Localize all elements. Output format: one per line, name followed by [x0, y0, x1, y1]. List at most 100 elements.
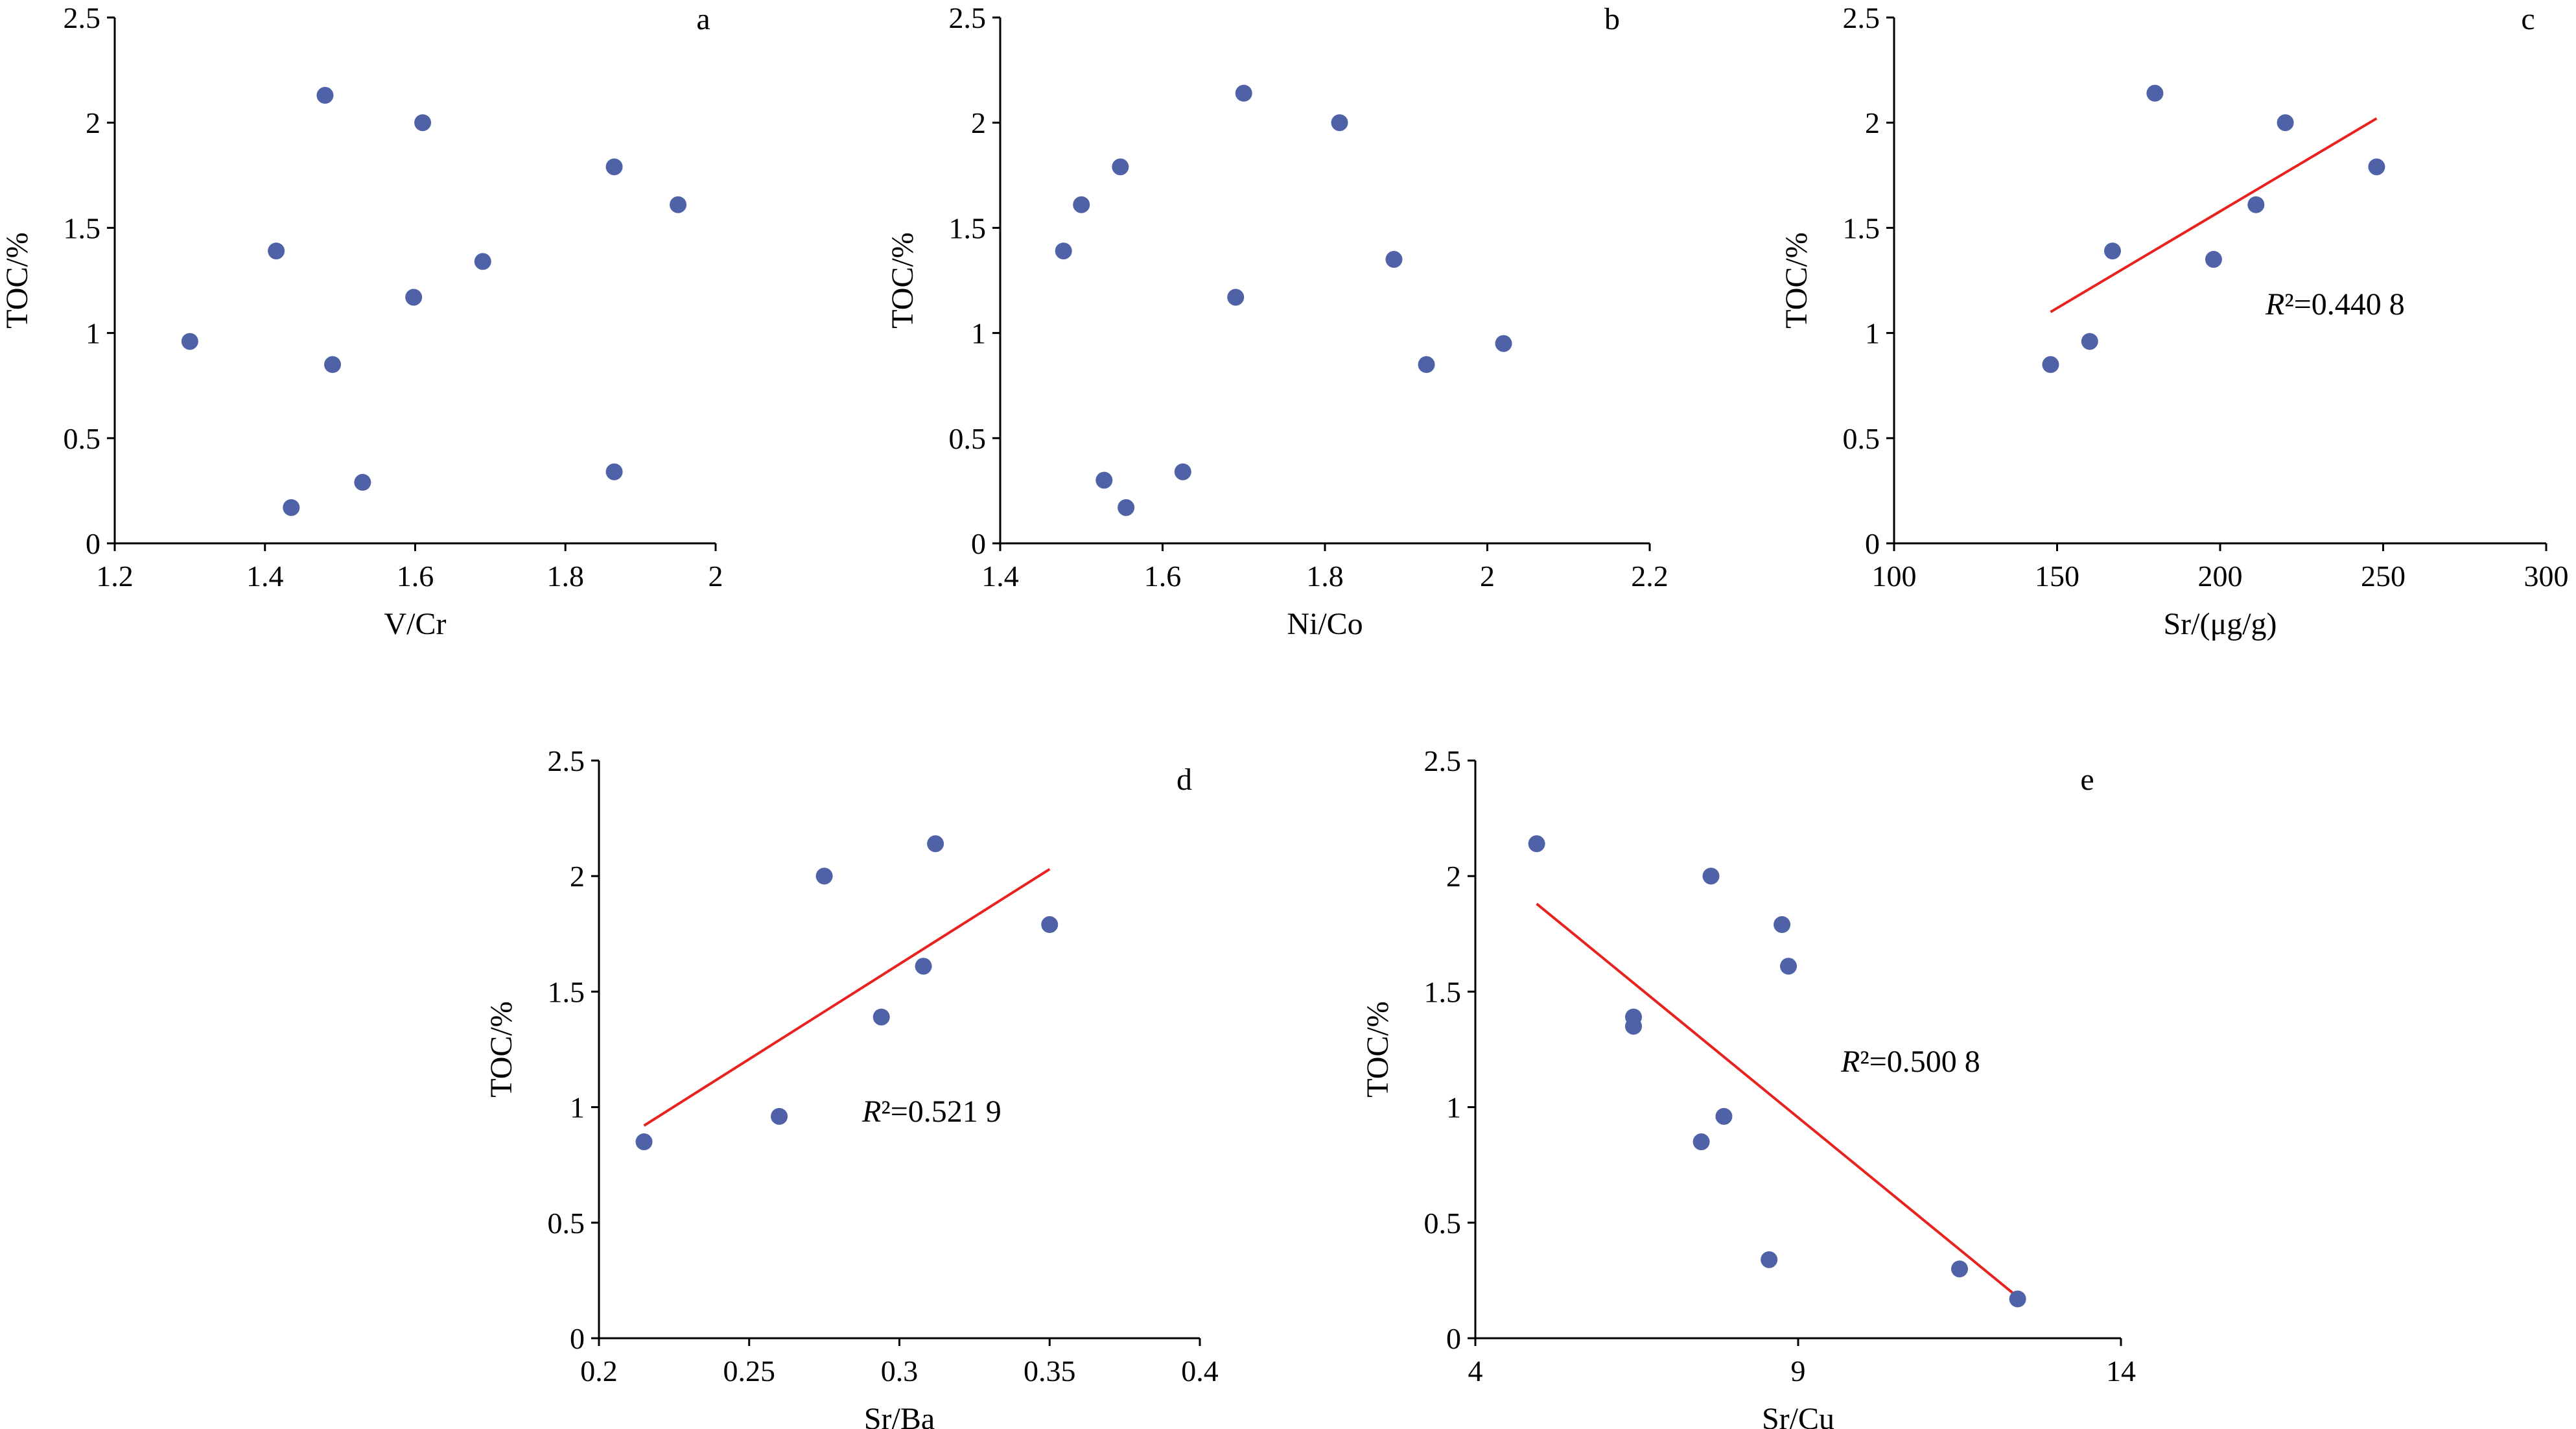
- data-point: [2368, 158, 2385, 176]
- data-point: [670, 196, 687, 213]
- x-tick-label: 0.4: [1181, 1354, 1219, 1388]
- y-tick-label: 1.5: [1424, 975, 1462, 1008]
- y-tick-label: 0.5: [548, 1207, 585, 1240]
- data-point: [1951, 1260, 1968, 1278]
- y-tick-label: 1: [1865, 317, 1880, 350]
- data-point: [2205, 251, 2222, 268]
- x-tick-label: 1.4: [981, 560, 1019, 593]
- y-tick-label: 2.5: [64, 1, 101, 34]
- data-point: [771, 1107, 788, 1125]
- panel-letter: c: [2521, 2, 2535, 36]
- y-tick-label: 2: [570, 860, 585, 893]
- x-tick-label: 200: [2198, 560, 2243, 593]
- data-point: [1715, 1107, 1733, 1125]
- data-point: [283, 499, 300, 516]
- x-tick-label: 300: [2524, 560, 2569, 593]
- chart-panel-e: 0 0.5 1 1.5 2 2.5 4 9 14 Sr/Cu TOC/% e R²=0.500 8: [1361, 744, 2136, 1429]
- y-tick-label: 1.5: [1843, 211, 1880, 244]
- x-tick-label: 0.2: [580, 1354, 618, 1388]
- y-tick-label: 2.5: [949, 1, 987, 34]
- data-point: [1095, 471, 1113, 489]
- data-point: [2146, 84, 2164, 102]
- data-point: [635, 1133, 653, 1151]
- x-tick-label: 250: [2361, 560, 2406, 593]
- y-axis-title: TOC/%: [885, 232, 920, 328]
- y-tick-label: 0: [570, 1322, 585, 1355]
- y-axis-title: TOC/%: [0, 232, 34, 328]
- x-axis-title: Sr/Ba: [864, 1402, 935, 1429]
- panel-letter: d: [1177, 762, 1192, 797]
- x-tick-label: 100: [1872, 560, 1917, 593]
- y-tick-label: 1.5: [949, 211, 987, 244]
- y-tick-label: 2: [1865, 106, 1880, 139]
- x-tick-label: 1.4: [246, 560, 284, 593]
- x-axis-title: V/Cr: [384, 607, 447, 641]
- r-squared-label: R²=0.500 8: [1840, 1045, 1980, 1079]
- x-tick-label: 2: [708, 560, 723, 593]
- y-tick-label: 1.5: [64, 211, 101, 244]
- y-tick-label: 0: [971, 527, 986, 560]
- chart-panel-a: 0 0.5 1 1.5 2 2.5 1.2 1.4 1.6 1.8 2 V/Cr TOC/% a: [0, 1, 723, 641]
- data-point: [354, 473, 371, 491]
- y-axis-title: TOC/%: [484, 1001, 519, 1097]
- data-point: [316, 87, 334, 104]
- data-point: [2009, 1290, 2026, 1308]
- data-point: [2277, 114, 2294, 132]
- panel-letter: a: [696, 2, 710, 36]
- y-axis-title: TOC/%: [1779, 232, 1814, 328]
- trend-line: [2050, 117, 2378, 313]
- x-tick-label: 0.35: [1024, 1354, 1076, 1388]
- data-point: [605, 463, 623, 480]
- y-tick-label: 0.5: [64, 422, 101, 455]
- data-point: [1528, 835, 1545, 853]
- x-tick-label: 14: [2106, 1354, 2136, 1388]
- y-tick-label: 0: [86, 527, 100, 560]
- x-axis-title: Ni/Co: [1287, 607, 1363, 641]
- trend-line: [643, 868, 1051, 1127]
- data-point: [1774, 916, 1791, 934]
- data-point: [872, 1008, 890, 1026]
- data-point: [1055, 242, 1072, 260]
- y-tick-label: 1: [971, 317, 986, 350]
- y-tick-label: 2.5: [1424, 744, 1462, 777]
- data-point: [1418, 356, 1435, 373]
- y-tick-label: 0.5: [1843, 422, 1880, 455]
- data-point: [2104, 242, 2122, 260]
- data-point: [2042, 356, 2059, 373]
- data-point: [1385, 251, 1403, 268]
- data-point: [605, 158, 623, 176]
- data-point: [181, 333, 198, 350]
- x-tick-label: 4: [1468, 1354, 1483, 1388]
- y-tick-label: 0: [1865, 527, 1880, 560]
- y-tick-label: 0.5: [1424, 1207, 1462, 1240]
- data-point: [1112, 158, 1129, 176]
- x-tick-label: 1.8: [1306, 560, 1344, 593]
- y-tick-label: 2.5: [548, 744, 585, 777]
- x-tick-label: 9: [1791, 1354, 1806, 1388]
- data-point: [915, 958, 932, 975]
- y-tick-label: 1: [1446, 1091, 1461, 1124]
- chart-panel-c: 0 0.5 1 1.5 2 2.5 100 150 200 250 300 Sr/(μg/g) TOC/…: [1779, 1, 2569, 641]
- data-point: [324, 356, 342, 373]
- data-point: [927, 835, 944, 853]
- x-tick-label: 2: [1480, 560, 1495, 593]
- data-point: [405, 289, 423, 306]
- panel-letter: b: [1604, 2, 1620, 36]
- x-tick-label: 1.6: [397, 560, 434, 593]
- y-tick-label: 1: [570, 1091, 585, 1124]
- data-point: [1780, 958, 1797, 975]
- y-tick-label: 2.5: [1843, 1, 1880, 34]
- x-tick-label: 1.6: [1144, 560, 1182, 593]
- y-tick-label: 2: [86, 106, 100, 139]
- y-tick-label: 2: [1446, 860, 1461, 893]
- data-point: [1702, 868, 1720, 885]
- data-point: [1625, 1017, 1643, 1035]
- y-tick-label: 2: [971, 106, 986, 139]
- y-tick-label: 1.5: [548, 975, 585, 1008]
- x-axis-title: Sr/(μg/g): [2163, 607, 2277, 641]
- data-point: [815, 868, 833, 885]
- data-point: [414, 114, 432, 132]
- x-tick-label: 1.2: [96, 560, 134, 593]
- data-point: [1331, 114, 1348, 132]
- data-point: [1692, 1133, 1710, 1151]
